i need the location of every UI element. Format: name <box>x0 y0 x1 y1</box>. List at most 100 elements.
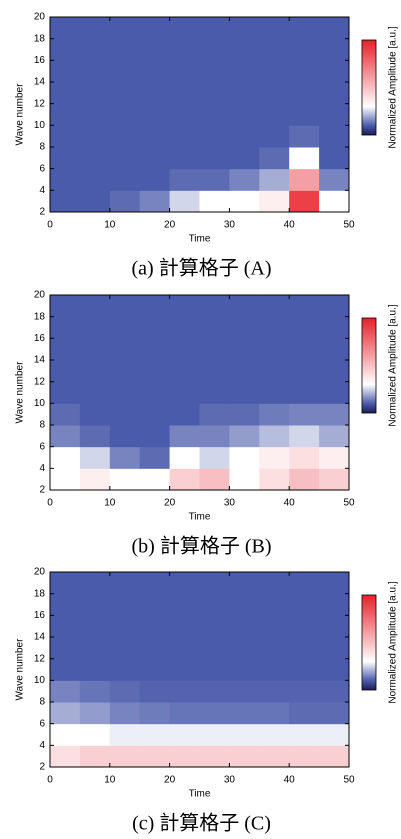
x-tick-label: 40 <box>284 498 296 509</box>
heat-cell <box>200 637 230 659</box>
heat-cell <box>50 39 80 61</box>
x-tick-label: 0 <box>47 775 53 786</box>
heat-cell <box>140 403 170 425</box>
heat-cell <box>200 382 230 404</box>
heat-cell <box>319 468 349 490</box>
colorbar-label: Normalized Amplitude [a.u.] <box>388 304 399 427</box>
heat-cell <box>289 403 319 425</box>
x-tick-label: 10 <box>104 498 116 509</box>
heat-cell <box>50 104 80 126</box>
heat-cell <box>110 60 140 82</box>
heat-cell <box>140 60 170 82</box>
y-tick-label: 10 <box>34 120 46 131</box>
heat-cell <box>319 572 349 594</box>
heat-cell <box>80 594 110 616</box>
heat-cell <box>200 17 230 39</box>
heat-cell <box>110 745 140 767</box>
heat-cell <box>80 724 110 746</box>
y-tick-label: 12 <box>34 98 46 109</box>
heat-cell <box>110 680 140 702</box>
heat-cell <box>319 680 349 702</box>
heat-cell <box>200 147 230 169</box>
x-tick-label: 30 <box>224 498 236 509</box>
heat-cell <box>229 724 259 746</box>
heat-cell <box>229 17 259 39</box>
y-tick-label: 8 <box>39 697 45 708</box>
heat-cell <box>140 317 170 339</box>
heat-cell <box>80 104 110 126</box>
heat-cell <box>50 745 80 767</box>
x-tick-label: 0 <box>47 220 53 231</box>
heat-cell <box>229 468 259 490</box>
heat-cell <box>200 572 230 594</box>
colorbar <box>362 40 376 135</box>
y-axis-label: Wave number <box>15 638 26 701</box>
heat-cell <box>80 360 110 382</box>
heat-cell <box>50 338 80 360</box>
y-tick-label: 16 <box>34 610 46 621</box>
heat-cell <box>170 125 200 147</box>
heat-cell <box>140 338 170 360</box>
x-tick-label: 20 <box>164 775 176 786</box>
x-tick-label: 10 <box>104 220 116 231</box>
heat-cell <box>110 17 140 39</box>
heat-cell <box>110 425 140 447</box>
heat-cell <box>50 382 80 404</box>
y-tick-label: 14 <box>34 632 46 643</box>
heat-cell <box>140 17 170 39</box>
heat-cell <box>80 295 110 317</box>
heat-cell <box>80 382 110 404</box>
heat-cell <box>259 659 289 681</box>
x-axis-label: Time <box>189 789 211 800</box>
heat-cell <box>170 147 200 169</box>
heat-cell <box>259 82 289 104</box>
heat-cell <box>200 295 230 317</box>
heat-cell <box>80 338 110 360</box>
heat-cell <box>80 745 110 767</box>
heat-cell <box>80 82 110 104</box>
heat-cell <box>170 637 200 659</box>
heat-cell <box>259 637 289 659</box>
heat-cell <box>50 317 80 339</box>
heat-cell <box>50 190 80 212</box>
heat-cell <box>110 702 140 724</box>
heat-cell <box>289 104 319 126</box>
heat-cell <box>289 295 319 317</box>
caption: (a) 計算格子 (A) <box>132 257 272 280</box>
heat-cell <box>200 659 230 681</box>
heat-cell <box>110 615 140 637</box>
heat-cell <box>110 317 140 339</box>
heat-cell <box>259 615 289 637</box>
heat-cell <box>200 403 230 425</box>
heat-cell <box>200 39 230 61</box>
heat-cell <box>110 360 140 382</box>
heat-cell <box>319 360 349 382</box>
heat-cell <box>170 745 200 767</box>
heat-cell <box>140 572 170 594</box>
heat-cell <box>289 360 319 382</box>
heat-cell <box>319 382 349 404</box>
heat-cell <box>140 468 170 490</box>
heat-cell <box>200 338 230 360</box>
heat-cell <box>80 190 110 212</box>
heat-cell <box>200 190 230 212</box>
heat-cell <box>259 317 289 339</box>
heat-cell <box>289 60 319 82</box>
heat-cell <box>50 169 80 191</box>
heat-cell <box>289 190 319 212</box>
y-tick-label: 4 <box>39 740 45 751</box>
heat-cell <box>110 82 140 104</box>
y-tick-label: 20 <box>34 567 46 578</box>
heat-cell <box>50 659 80 681</box>
heat-cell <box>170 615 200 637</box>
heat-cell <box>140 680 170 702</box>
heat-cell <box>80 425 110 447</box>
heat-cell <box>259 17 289 39</box>
x-tick-label: 10 <box>104 775 116 786</box>
heat-cell <box>319 39 349 61</box>
heat-cell <box>170 447 200 469</box>
heat-cell <box>80 659 110 681</box>
colorbar-label: Normalized Amplitude [a.u.] <box>388 581 399 704</box>
heat-cell <box>50 295 80 317</box>
heat-cell <box>259 572 289 594</box>
